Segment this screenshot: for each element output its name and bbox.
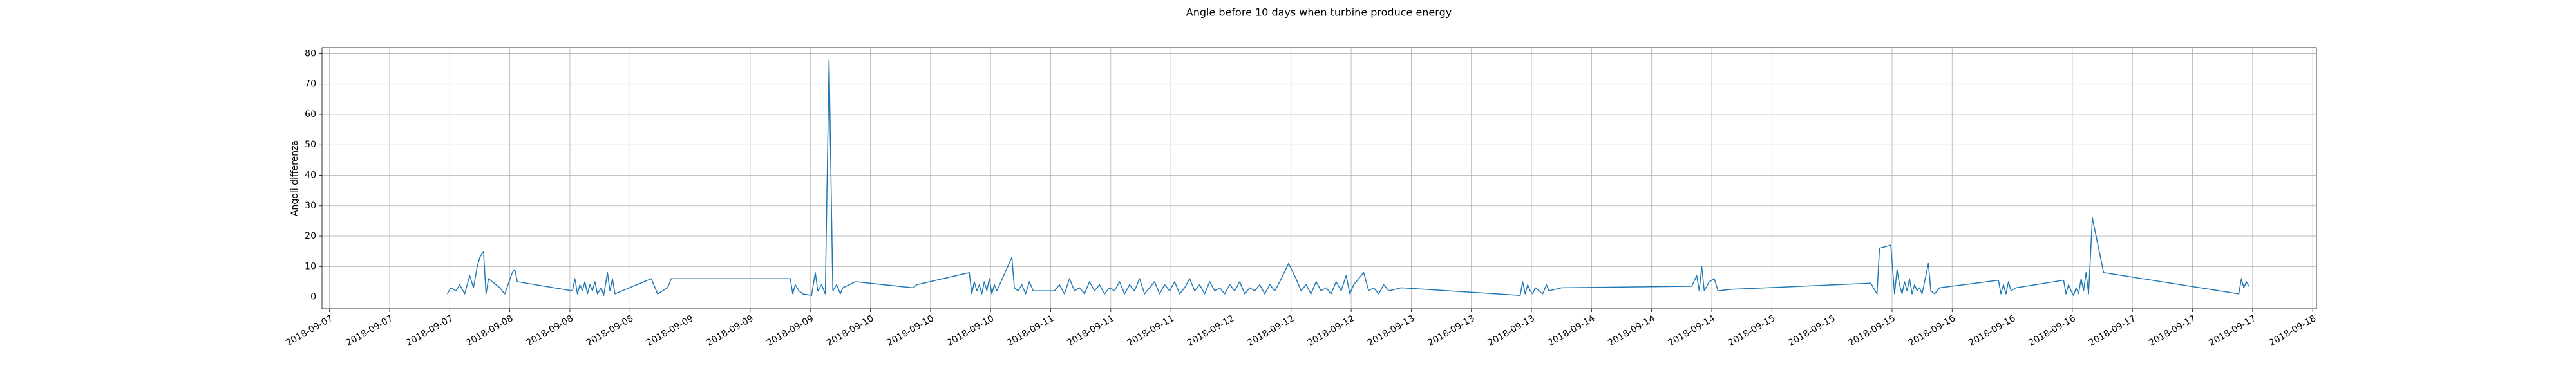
y-tick-label: 10	[305, 261, 316, 271]
chart-title: Angle before 10 days when turbine produc…	[1186, 6, 1452, 19]
y-tick-label: 0	[310, 292, 316, 302]
y-axis-label: Angoli differenza	[290, 140, 300, 216]
y-tick-label: 70	[305, 79, 316, 89]
y-tick-label: 60	[305, 109, 316, 120]
y-tick-label: 20	[305, 231, 316, 241]
y-tick-label: 40	[305, 170, 316, 181]
y-tick-label: 30	[305, 201, 316, 211]
plot-frame	[321, 47, 2317, 309]
y-tick-label: 80	[305, 48, 316, 59]
data-line	[446, 59, 2249, 296]
y-tick-label: 50	[305, 140, 316, 150]
